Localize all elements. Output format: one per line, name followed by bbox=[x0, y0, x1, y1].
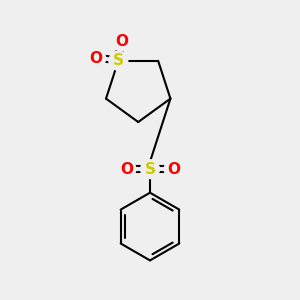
Circle shape bbox=[117, 160, 136, 178]
Text: O: O bbox=[167, 162, 180, 177]
Text: S: S bbox=[145, 162, 155, 177]
Text: O: O bbox=[120, 162, 133, 177]
Circle shape bbox=[109, 51, 128, 70]
Text: O: O bbox=[90, 51, 103, 66]
Circle shape bbox=[112, 32, 131, 51]
Text: S: S bbox=[113, 53, 124, 68]
Circle shape bbox=[141, 160, 159, 178]
Circle shape bbox=[87, 49, 106, 68]
Text: O: O bbox=[115, 34, 128, 49]
Circle shape bbox=[164, 160, 183, 178]
